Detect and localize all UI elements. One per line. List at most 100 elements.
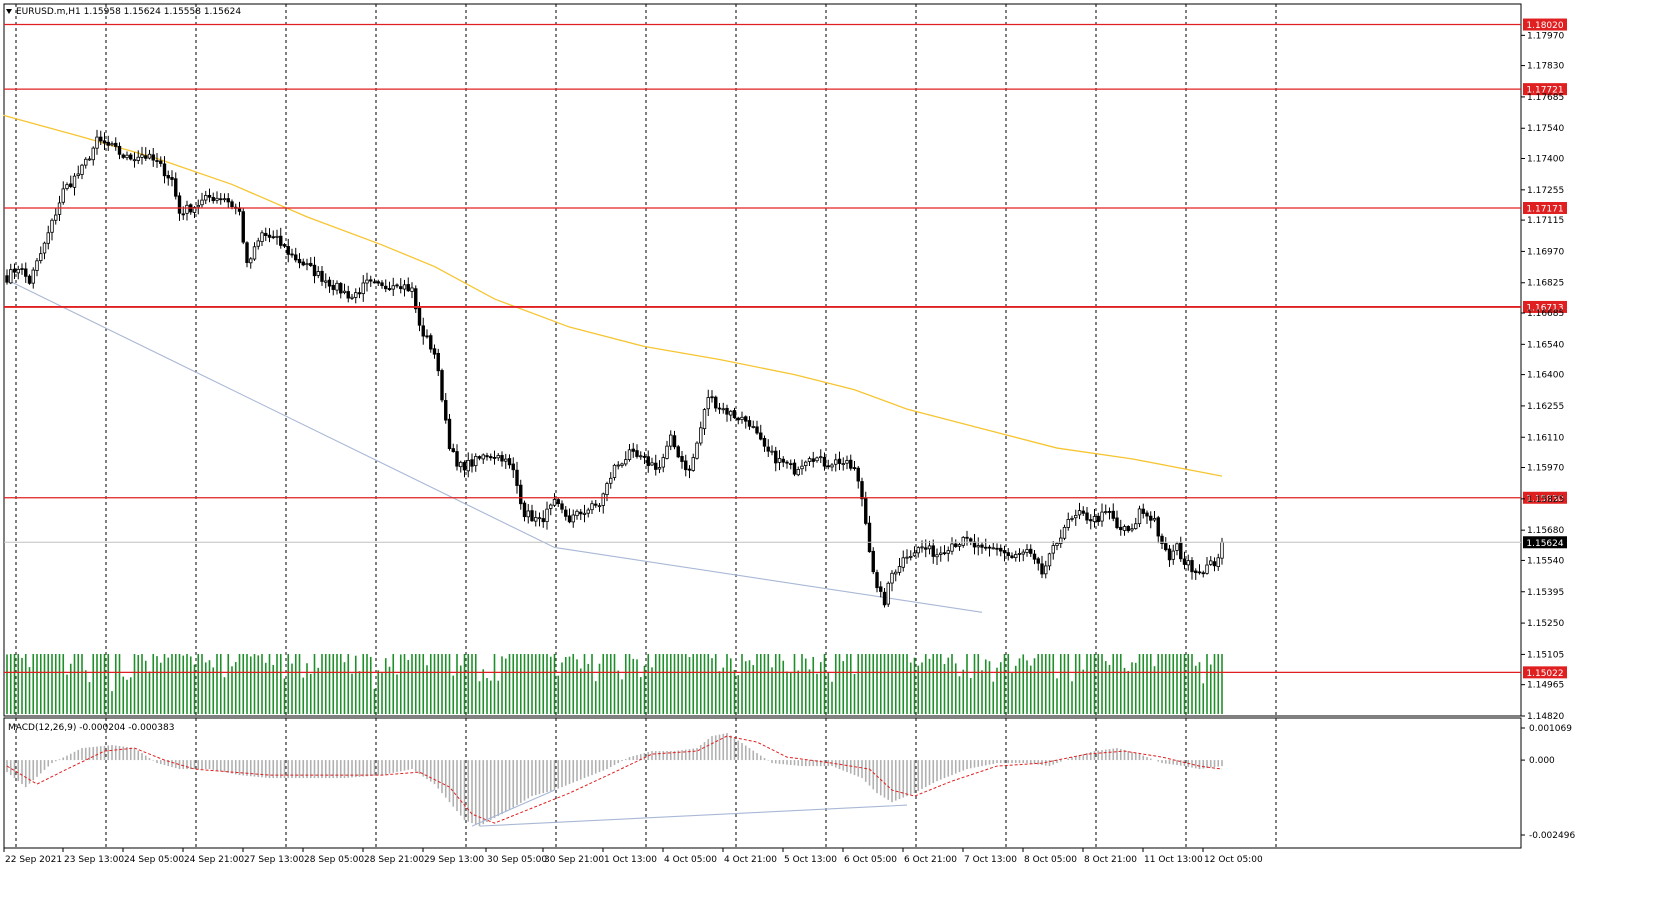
candle [931,539,935,564]
candle [331,279,335,296]
candle [586,507,590,518]
candle-body-bear [387,288,392,291]
candle-body-bull [222,198,227,201]
candle-body-bull [459,461,463,468]
candle-body-bull [901,557,905,568]
candle [481,453,485,464]
time-tick-label: 8 Oct 21:00 [1084,855,1137,865]
candle [1107,507,1112,520]
candle-body-bear [117,145,122,155]
candle-body-bear [1107,511,1112,513]
candle-body-bear [837,458,842,464]
candle-body-bear [414,288,418,310]
candle-body-bull [796,469,800,476]
candle [890,570,894,592]
time-tick-label: 11 Oct 13:00 [1144,855,1203,865]
candle-body-bear [714,396,718,409]
candle-body-bull [354,292,358,298]
candle-body-bear [12,268,17,273]
price-tick-label: 1.16540 [1527,340,1564,350]
candle-body-bear [942,552,947,555]
candle [830,463,834,472]
candle-body-bear [1179,542,1183,560]
candle [99,130,103,146]
candle [84,157,88,169]
candle [425,329,429,339]
candle [871,547,875,575]
dropdown-triangle-icon[interactable] [6,9,12,14]
candle [144,147,148,161]
candle-body-bull [54,214,58,221]
candle-body-bear [860,481,864,500]
candle-body-bear [924,547,928,550]
candle [376,279,380,286]
candle [1044,560,1048,579]
candle-body-bear [1119,526,1123,531]
candle [279,227,283,249]
time-tick-label: 27 Sep 13:00 [244,855,304,865]
candle-body-bear [346,291,350,299]
candle-body-bear [755,426,759,434]
candle-body-bull [841,463,845,466]
candle [999,544,1003,557]
candle-body-bear [155,160,159,162]
candle [856,466,860,489]
candle [294,247,298,263]
candle [980,542,984,554]
candle-body-bull [504,458,508,462]
candle-body-bear [226,198,230,203]
level-price-tag [1523,491,1567,504]
candle [564,505,568,521]
candle-body-bear [429,335,433,350]
candle-body-bull [1152,518,1157,521]
candle-body-bull [1175,543,1179,551]
candle-body-bear [425,335,429,338]
candle-body-bear [106,141,110,146]
candle-body-bear [290,253,294,256]
candle-body-bull [582,512,587,515]
candle [162,156,167,184]
candle-body-bull [597,505,602,508]
candle-body-bear [785,461,789,464]
candle-body-bear [654,462,658,470]
candle [631,442,635,458]
candle-body-bear [1167,548,1172,561]
candle [241,207,245,245]
candle-body-bear [166,175,170,179]
candle [639,451,643,460]
candle-body-bull [1014,554,1018,559]
candle [477,455,482,461]
candle-body-bull [912,552,917,557]
candle-body-bear [774,450,778,464]
candle [410,282,414,299]
candle-body-bear [177,195,182,214]
candle-body-bear [114,142,118,147]
level-price-label: 1.16713 [1526,303,1563,313]
candle [421,317,425,345]
candle [1175,541,1179,556]
candle-body-bear [676,446,680,458]
candle-body-bull [305,263,309,266]
candle-body-bear [102,140,107,144]
candle [1047,552,1052,571]
candle [1197,564,1202,575]
candle [545,501,549,530]
time-tick-label: 4 Oct 21:00 [724,855,777,865]
candle-body-bear [301,261,305,266]
candle [1216,553,1220,571]
candle-body-bear [736,417,740,421]
candle [837,451,842,471]
candle-body-bear [99,136,103,142]
time-tick-label: 29 Sep 13:00 [424,855,484,865]
candle [95,129,99,155]
candle [575,509,579,520]
candle-body-bear [980,544,984,548]
candle [507,454,512,469]
candle-body-bear [69,183,73,188]
candle [500,451,504,467]
candle-body-bear [560,503,564,510]
candle [1179,536,1183,562]
candle [335,280,339,295]
candle-body-bull [605,483,609,495]
